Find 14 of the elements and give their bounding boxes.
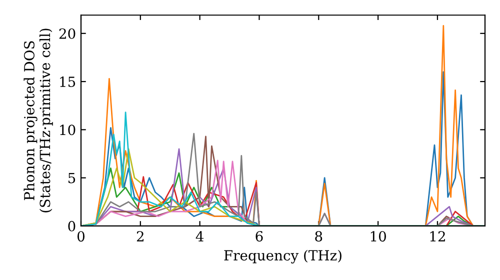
y-axis-title: Phonon projected DOS (States/THz·primitive cell): [24, 28, 53, 212]
y-tick-label: 0: [68, 220, 76, 232]
x-tick-label: 10: [370, 231, 386, 242]
y-tick-label: 10: [60, 124, 76, 136]
x-tick-label: 8: [315, 231, 322, 242]
x-axis-title: Frequency (THz): [224, 250, 342, 264]
x-tick-label: 4: [196, 231, 204, 242]
x-tick-label: 12: [430, 231, 445, 242]
x-tick-label: 0: [77, 231, 84, 242]
x-tick-label: 2: [136, 231, 144, 242]
x-tick-label: 6: [256, 231, 263, 242]
y-tick-label: 15: [60, 76, 76, 88]
y-tick-label: 20: [59, 28, 76, 39]
y-tick-label: 5: [68, 172, 76, 184]
